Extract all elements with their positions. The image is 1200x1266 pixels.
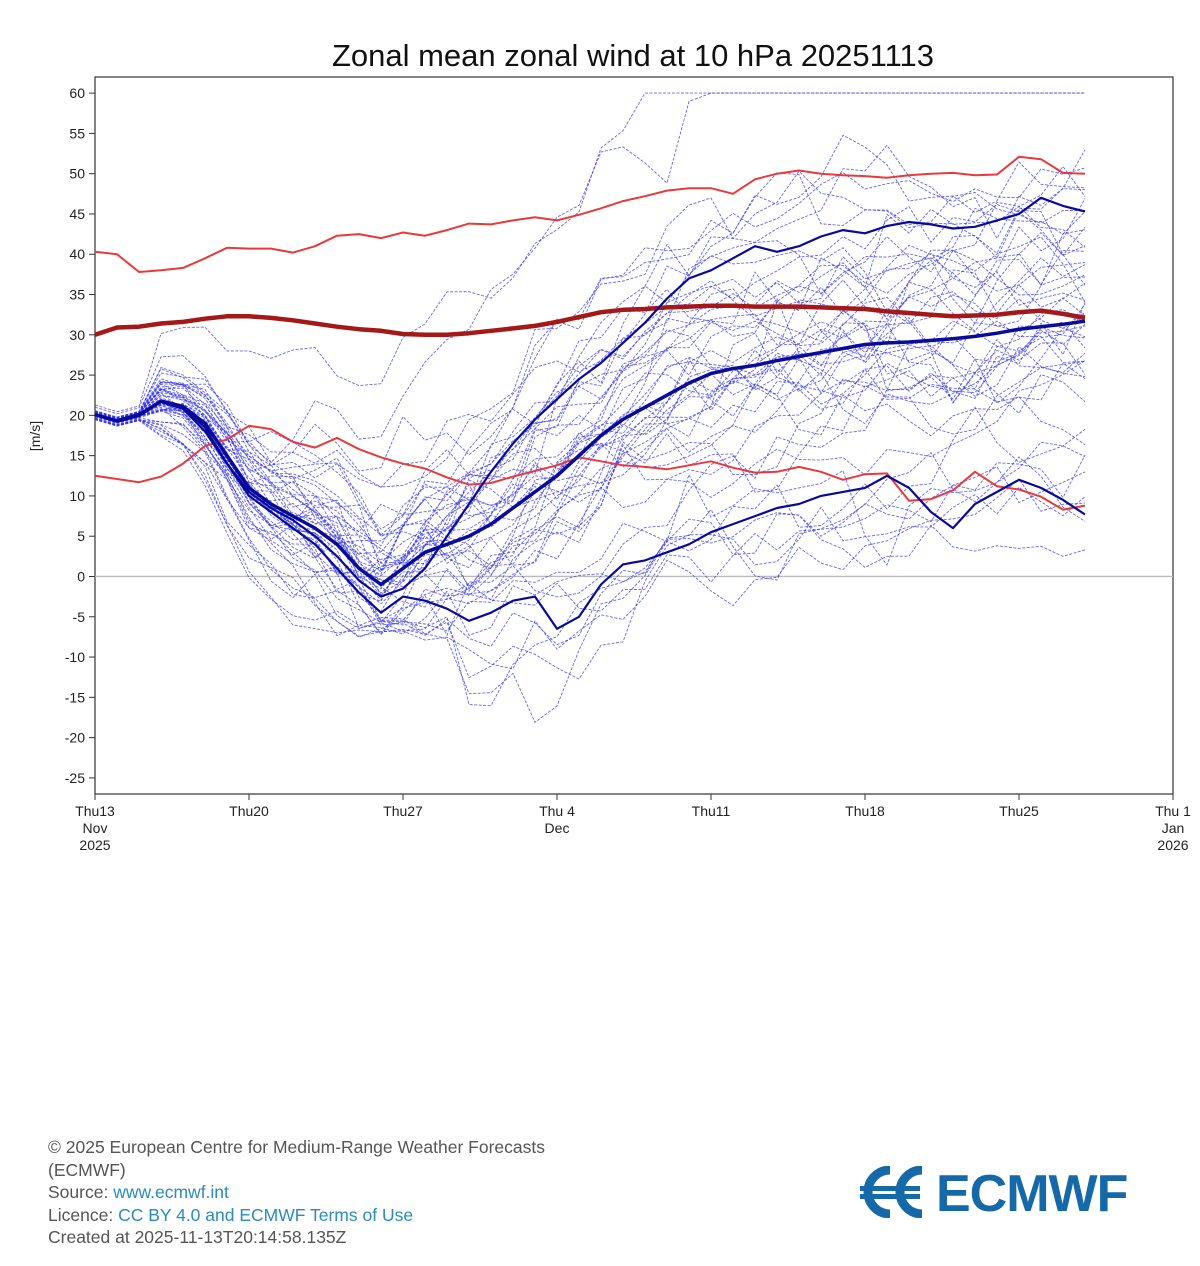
climatology-mean-line — [94, 303, 1086, 338]
ensemble-member-line — [94, 209, 1086, 573]
ensemble-member-line — [94, 247, 1086, 571]
x-tick-label: Thu25 — [999, 803, 1039, 819]
source-line: Source: www.ecmwf.int — [48, 1181, 545, 1204]
plot-frame — [94, 76, 1174, 795]
ensemble-member-line — [94, 291, 1086, 567]
footer: © 2025 European Centre for Medium-Range … — [48, 1136, 545, 1249]
y-axis-label: [m/s] — [27, 421, 43, 451]
licence-link[interactable]: CC BY 4.0 and ECMWF Terms of Use — [118, 1204, 414, 1225]
x-tick-label: Thu11 — [692, 803, 731, 819]
ensemble-member-line — [94, 419, 1086, 723]
highlight-member-line — [94, 400, 1086, 630]
y-tick-label: 50 — [69, 166, 85, 182]
y-tick-label: -5 — [73, 609, 86, 625]
y-tick-label: 35 — [69, 287, 85, 303]
ensemble-member-line — [94, 372, 1086, 637]
y-tick-label: 5 — [77, 528, 85, 544]
ensemble-member-line — [94, 417, 1086, 648]
ensemble-member-line — [94, 360, 1086, 636]
ensemble-member-line — [94, 360, 1086, 591]
y-tick-label: 45 — [69, 206, 85, 222]
ensemble-member-line — [94, 207, 1086, 538]
ensemble-member-line — [94, 248, 1086, 566]
ensemble-member-line — [94, 418, 1086, 670]
y-tick-label: -20 — [65, 730, 85, 746]
x-axis: Thu13 Nov 2025 Thu20 Thu27 Thu 4 Dec Thu11 Thu18… — [75, 794, 1191, 853]
y-tick-label: 30 — [69, 327, 85, 343]
ensemble-member-line — [94, 418, 1086, 629]
highlight-member-line — [94, 319, 1086, 587]
x-tick-label: Thu13 Nov 2025 — [75, 803, 115, 853]
ensemble-member-line — [94, 345, 1086, 612]
y-tick-label: -25 — [65, 770, 85, 786]
ensemble-member-line — [94, 406, 1086, 632]
ensemble-member-line — [94, 338, 1086, 602]
highlight-member-line — [94, 196, 1086, 598]
x-tick-label: Thu 1 Jan 2026 — [1155, 803, 1191, 853]
ensemble-member-line — [94, 297, 1086, 608]
source-link[interactable]: www.ecmwf.int — [113, 1182, 229, 1202]
y-tick-label: 15 — [69, 448, 85, 464]
x-tick-label: Thu18 — [845, 803, 885, 819]
ensemble-member-line — [94, 229, 1086, 564]
chart-title: Zonal mean zonal wind at 10 hPa 20251113 — [332, 38, 934, 73]
x-tick-label: Thu27 — [383, 803, 423, 819]
climatology-upper-line — [94, 155, 1086, 273]
ensemble-member-line — [94, 346, 1086, 605]
ensemble-member-line — [94, 201, 1086, 530]
org-abbrev-text: (ECMWF) — [48, 1159, 126, 1180]
ensemble-member-line — [94, 296, 1086, 594]
x-tick-label: Thu20 — [229, 803, 269, 819]
y-tick-label: 20 — [69, 407, 85, 423]
ensemble-member-line — [94, 252, 1086, 571]
created-text: Created at 2025-11-13T20:14:58.135Z — [48, 1227, 347, 1247]
licence-label: Licence: — [48, 1204, 114, 1225]
ensemble-member-line — [94, 92, 1085, 464]
y-tick-label: 55 — [69, 125, 85, 141]
ensemble-member-line — [94, 134, 1086, 472]
y-tick-label: 0 — [77, 568, 85, 584]
y-tick-label: 25 — [69, 367, 85, 383]
y-tick-label: -10 — [65, 649, 85, 665]
ensemble-member-line — [94, 418, 1086, 707]
ensemble-member-line — [94, 257, 1086, 571]
ensemble-member-line — [94, 165, 1086, 596]
ensemble-member-line — [94, 309, 1086, 558]
ensemble-member-line — [94, 419, 1086, 680]
ensemble-member-line — [94, 167, 1086, 575]
y-tick-label: 10 — [69, 488, 85, 504]
ensemble-member-line — [94, 249, 1086, 590]
ecmwf-logo: ECMWF — [852, 1162, 1162, 1223]
ensemble-member-line — [94, 418, 1086, 637]
logo-text: ECMWF — [936, 1165, 1128, 1223]
x-tick-label: Thu 4 Dec — [539, 803, 575, 836]
y-tick-label: 60 — [69, 85, 85, 101]
ensemble-member-line — [94, 198, 1086, 555]
source-label: Source: — [48, 1182, 109, 1202]
y-tick-label: -15 — [65, 689, 85, 705]
ensemble-member-line — [94, 236, 1086, 540]
ensemble-member-line — [94, 92, 1085, 413]
chart: Zonal mean zonal wind at 10 hPa 20251113… — [27, 38, 1191, 853]
ensemble-member-line — [94, 144, 1086, 488]
copyright-text: © 2025 European Centre for Medium-Range … — [48, 1137, 545, 1157]
plot-area — [94, 92, 1173, 723]
y-tick-label: 40 — [69, 246, 85, 262]
licence-line: Licence: CC BY 4.0 and ECMWF Terms of Us… — [48, 1204, 545, 1227]
ensemble-member-line — [94, 327, 1086, 601]
ecmwf-logo-icon — [860, 1166, 923, 1218]
ensemble-member-line — [94, 383, 1086, 632]
